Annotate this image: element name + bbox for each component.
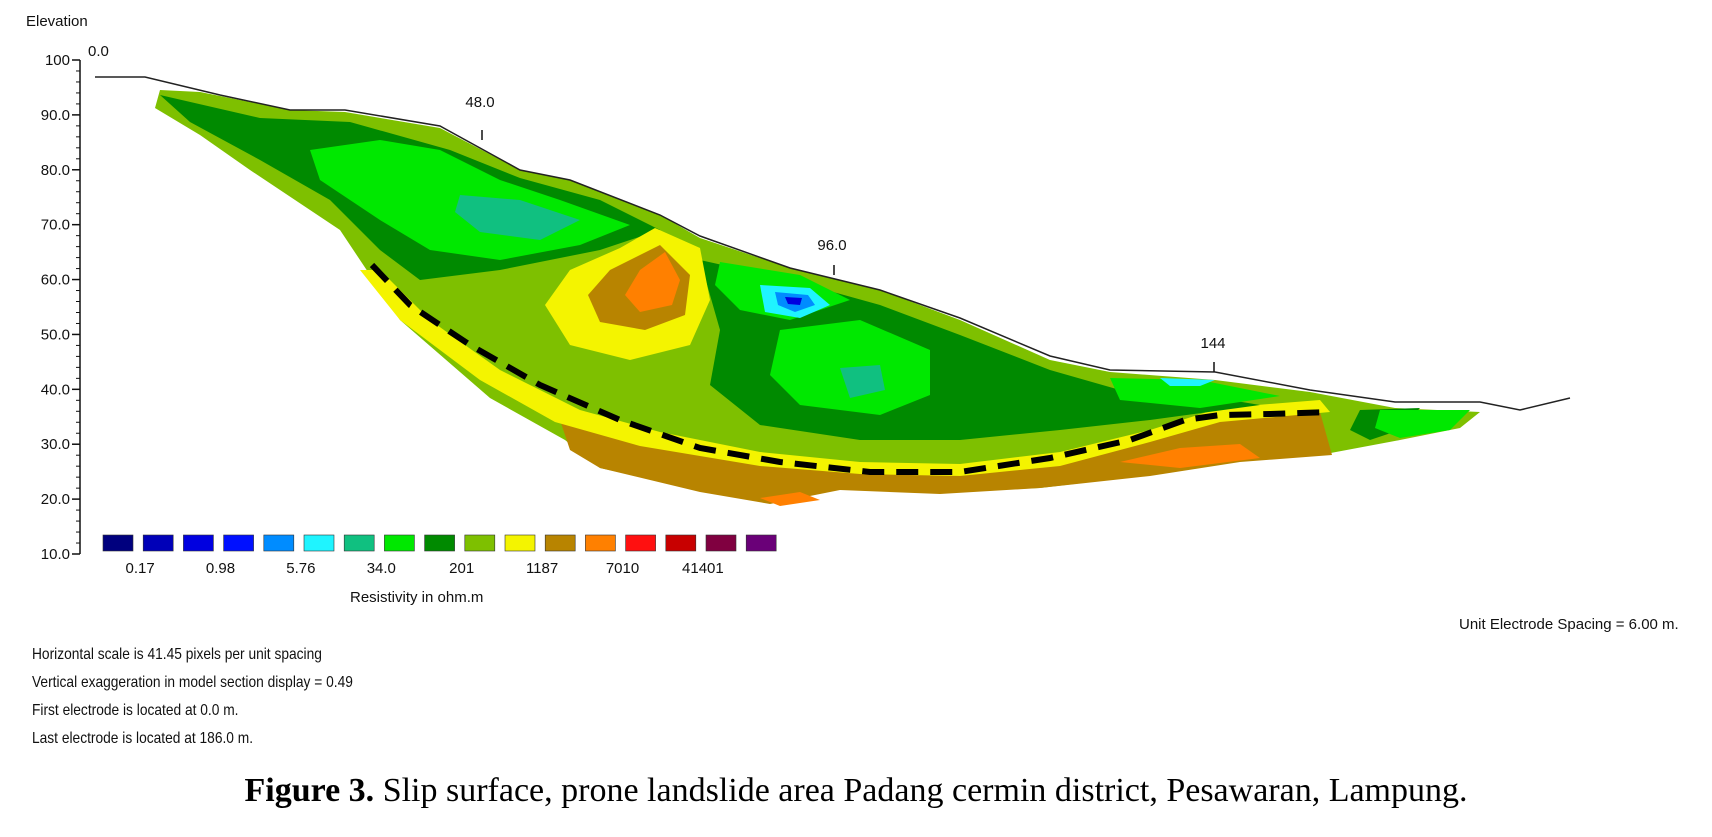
colorbar-swatch: [665, 534, 697, 552]
x-marker-label: 144: [1200, 335, 1225, 352]
y-tick-label: 70.0: [41, 217, 70, 234]
figure-caption: Figure 3. Slip surface, prone landslide …: [0, 772, 1712, 810]
x-marker-label: 0.0: [88, 43, 109, 60]
x-marker-label: 96.0: [817, 237, 846, 254]
colorbar-swatch: [102, 534, 134, 552]
y-tick-label: 80.0: [41, 162, 70, 179]
info-line: First electrode is located at 0.0 m.: [32, 702, 239, 719]
resistivity-section-chart: Elevation 100 90.0 80.0 70.0 60.0 50.0 40.0 30.…: [26, 13, 1679, 633]
base-orange-left: [760, 492, 820, 506]
info-line: Vertical exaggeration in model section d…: [32, 674, 353, 691]
y-tick-label: 60.0: [41, 272, 70, 289]
colorbar-tick-label: 1187: [526, 560, 558, 577]
colorbar-swatch: [343, 534, 375, 552]
y-tick-label: 50.0: [41, 326, 70, 343]
colorbar-swatch: [544, 534, 576, 552]
yellow-band: [360, 270, 1330, 476]
unit-spacing-text: Unit Electrode Spacing = 6.00 m.: [1459, 616, 1679, 633]
y-ticks: 100 90.0 80.0 70.0 60.0 50.0 40.0 30.0 20.0 10.0: [41, 52, 80, 563]
dark-blue-anomaly: [785, 297, 802, 305]
cyan-patch-right: [1160, 378, 1215, 386]
colorbar-tick-label: 5.76: [286, 560, 315, 577]
base-layer: [560, 412, 1332, 504]
colorbar-swatch: [223, 534, 254, 552]
green-zone-3: [1110, 378, 1280, 408]
y-axis-label: Elevation: [26, 13, 88, 30]
y-tick-label: 90.0: [41, 107, 70, 124]
info-line: Horizontal scale is 41.45 pixels per uni…: [32, 646, 322, 663]
y-tick-label: 100: [45, 52, 70, 69]
colorbar: 0.17 0.98 5.76 34.0 201 1187 7010 41401: [102, 534, 777, 577]
colorbar-swatch: [142, 534, 174, 552]
colorbar-tick-label: 7010: [606, 560, 639, 577]
colorbar-tick-label: 34.0: [367, 560, 396, 577]
base-orange: [1120, 444, 1260, 468]
x-marker-label: 48.0: [465, 94, 494, 111]
x-markers: 0.0 48.0 96.0 144: [88, 43, 1226, 372]
slip-surface-line: [369, 262, 1331, 475]
green-zone-4: [1375, 410, 1470, 438]
caption-label: Figure 3.: [244, 772, 375, 809]
colorbar-swatch: [464, 534, 496, 552]
colorbar-swatch: [424, 534, 455, 552]
y-tick-label: 10.0: [41, 546, 70, 563]
caption-text: Slip surface, prone landslide area Padan…: [374, 772, 1468, 809]
colorbar-swatch: [303, 534, 335, 552]
teal-zone-1: [455, 195, 580, 240]
colorbar-tick-label: 41401: [682, 560, 724, 577]
colorbar-swatch: [504, 534, 536, 552]
topography-line: [95, 76, 1571, 411]
colorbar-swatch: [183, 534, 214, 552]
resistivity-section: [155, 90, 1480, 506]
colorbar-swatch: [705, 534, 737, 552]
colorbar-swatch: [745, 534, 777, 552]
teal-zone-2: [840, 365, 885, 398]
colorbar-tick-label: 0.98: [206, 560, 235, 577]
y-tick-label: 20.0: [41, 491, 70, 508]
colorbar-tick-label: 201: [449, 560, 474, 577]
colorbar-label: Resistivity in ohm.m: [350, 589, 483, 606]
colorbar-swatch: [384, 534, 415, 552]
y-tick-label: 30.0: [41, 436, 70, 453]
colorbar-tick-label: 0.17: [125, 560, 154, 577]
colorbar-swatch: [263, 534, 295, 552]
colorbar-swatch: [625, 534, 656, 552]
colorbar-swatch: [585, 534, 616, 552]
y-tick-label: 40.0: [41, 381, 70, 398]
info-line: Last electrode is located at 186.0 m.: [32, 730, 254, 747]
orange-anomaly: [625, 252, 680, 312]
